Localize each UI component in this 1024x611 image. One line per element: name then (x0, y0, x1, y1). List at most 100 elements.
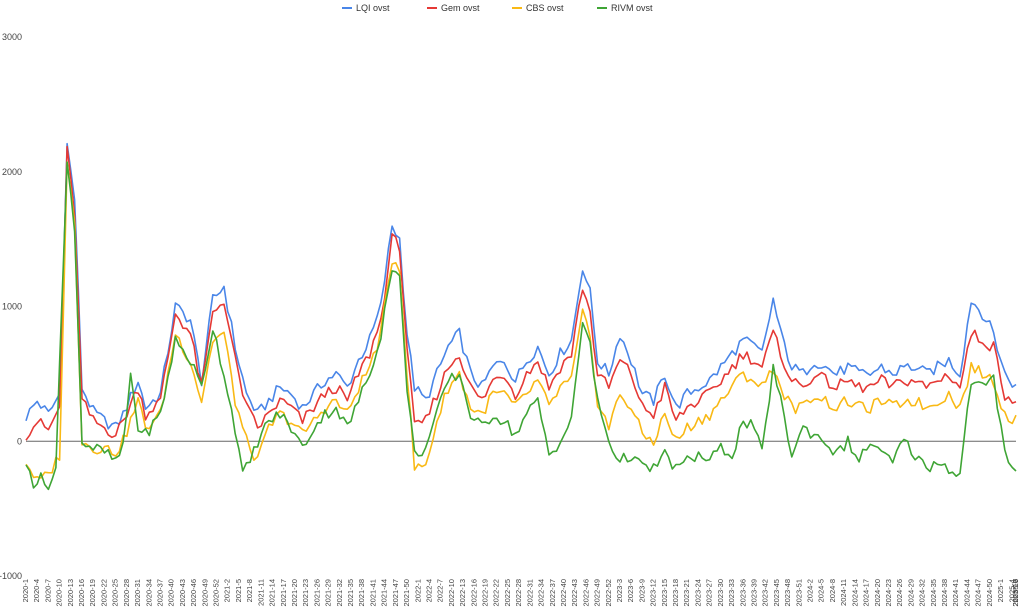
x-tick-label: 2020-52 (212, 579, 221, 607)
y-axis: 3000 2000 1000 0 -1000 (0, 32, 22, 581)
x-tick-label: 2020-22 (99, 579, 108, 607)
x-tick-label: 2024-17 (862, 579, 871, 607)
x-tick-label: 2021-23 (301, 579, 310, 607)
x-tick-label: 2025-1 (996, 579, 1005, 602)
x-tick-label: 2021-35 (346, 579, 355, 607)
y-tick-label: 1000 (2, 302, 22, 312)
x-tick-label: 2022-46 (581, 579, 590, 607)
x-tick-label: 2024-26 (895, 579, 904, 607)
x-tick-label: 2020-4 (32, 579, 41, 602)
x-tick-label: 2020-37 (155, 579, 164, 607)
x-tick-label: 2024-41 (951, 579, 960, 607)
x-tick-label: 2024-8 (828, 579, 837, 602)
x-tick-label: 2020-34 (144, 579, 153, 607)
x-tick-label: 2023-33 (727, 579, 736, 607)
x-tick-label: 2022-1 (413, 579, 422, 602)
x-tick-label: 2024-5 (817, 579, 826, 602)
x-tick-label: 2024-38 (940, 579, 949, 607)
x-tick-label: 2025-16 (1011, 579, 1020, 607)
x-tick-label: 2020-49 (200, 579, 209, 607)
x-tick-label: 2022-19 (481, 579, 490, 607)
x-tick-label: 2022-37 (548, 579, 557, 607)
x-tick-label: 2025-7 (1011, 579, 1020, 602)
x-tick-label: 2020-19 (88, 579, 97, 607)
x-tick-label: 2022-43 (570, 579, 579, 607)
x-tick-label: 2022-7 (436, 579, 445, 602)
x-tick-label: 2023-39 (749, 579, 758, 607)
x-tick-label: 2024-35 (929, 579, 938, 607)
x-tick-label: 2024-14 (850, 579, 859, 607)
series-line (25, 142, 1017, 430)
x-tick-label: 2020-46 (189, 579, 198, 607)
x-tick-label: 2022-28 (514, 579, 523, 607)
x-tick-label: 2022-49 (593, 579, 602, 607)
x-tick-label: 2023-12 (649, 579, 658, 607)
x-tick-label: 2024-11 (839, 579, 848, 606)
x-tick-label: 2025-10 (1011, 579, 1020, 607)
x-tick-label: 2024-29 (906, 579, 915, 607)
legend-label: LQI ovst (356, 3, 390, 13)
x-tick-label: 2025-4 (1007, 579, 1016, 602)
x-tick-label: 2021-38 (357, 579, 366, 607)
x-tick-label: 2025-13 (1011, 579, 1020, 607)
x-tick-label: 2024-32 (918, 579, 927, 607)
x-tick-label: 2021-8 (245, 579, 254, 602)
x-tick-label: 2023-45 (772, 579, 781, 607)
x-tick-label: 2023-36 (738, 579, 747, 607)
y-tick-label: 3000 (2, 32, 22, 42)
x-tick-label: 2022-40 (559, 579, 568, 607)
x-tick-label: 2023-51 (794, 579, 803, 607)
x-tick-label: 2024-20 (873, 579, 882, 607)
legend-label: CBS ovst (526, 3, 564, 13)
x-tick-label: 2022-13 (458, 579, 467, 607)
x-tick-label: 2021-29 (324, 579, 333, 607)
x-tick-label: 2020-28 (122, 579, 131, 607)
x-tick-label: 2021-50 (402, 579, 411, 607)
x-tick-label: 2023-24 (693, 579, 702, 607)
legend-label: RIVM ovst (611, 3, 653, 13)
x-tick-label: 2022-10 (447, 579, 456, 607)
x-tick-label: 2021-44 (380, 579, 389, 607)
legend: LQI ovst Gem ovst CBS ovst RIVM ovst (342, 3, 653, 13)
x-tick-label: 2022-16 (469, 579, 478, 607)
x-tick-label: 2021-17 (279, 579, 288, 607)
x-tick-label: 2023-27 (705, 579, 714, 607)
x-tick-label: 2020-25 (111, 579, 120, 607)
x-tick-label: 2020-1 (21, 579, 30, 602)
x-tick-label: 2021-20 (290, 579, 299, 607)
legend-label: Gem ovst (441, 3, 480, 13)
x-tick-label: 2020-10 (55, 579, 64, 607)
x-tick-label: 2023-9 (637, 579, 646, 602)
x-tick-label: 2022-22 (492, 579, 501, 607)
x-tick-label: 2023-18 (671, 579, 680, 607)
series-line (25, 161, 1017, 491)
x-tick-label: 2021-11 (256, 579, 265, 606)
x-tick-label: 2024-50 (985, 579, 994, 607)
x-tick-label: 2023-3 (615, 579, 624, 602)
x-axis: 2020-1 2020-4 2020-7 2020-10 2020-13 2020-16 2… (21, 579, 1020, 607)
x-tick-label: 2020-13 (66, 579, 75, 607)
y-tick-label: -1000 (0, 571, 22, 581)
x-tick-label: 2020-16 (77, 579, 86, 607)
x-tick-label: 2021-26 (312, 579, 321, 607)
x-tick-label: 2022-31 (525, 579, 534, 607)
y-tick-label: 2000 (2, 167, 22, 177)
x-tick-label: 2024-44 (962, 579, 971, 607)
series-line (25, 161, 1017, 479)
x-tick-label: 2021-32 (335, 579, 344, 607)
x-tick-label: 2022-34 (537, 579, 546, 607)
x-tick-label: 2021-41 (368, 579, 377, 607)
plot-area (25, 142, 1017, 491)
x-tick-label: 2023-48 (783, 579, 792, 607)
x-tick-label: 2021-47 (391, 579, 400, 607)
x-tick-label: 2020-31 (133, 579, 142, 607)
x-tick-label: 2022-52 (604, 579, 613, 607)
y-tick-label: 0 (17, 436, 22, 446)
x-tick-label: 2020-40 (167, 579, 176, 607)
x-tick-label: 2023-21 (682, 579, 691, 607)
series-line (25, 145, 1017, 441)
x-tick-label: 2023-30 (716, 579, 725, 607)
x-tick-label: 2021-5 (234, 579, 243, 602)
x-tick-label: 2023-42 (761, 579, 770, 607)
